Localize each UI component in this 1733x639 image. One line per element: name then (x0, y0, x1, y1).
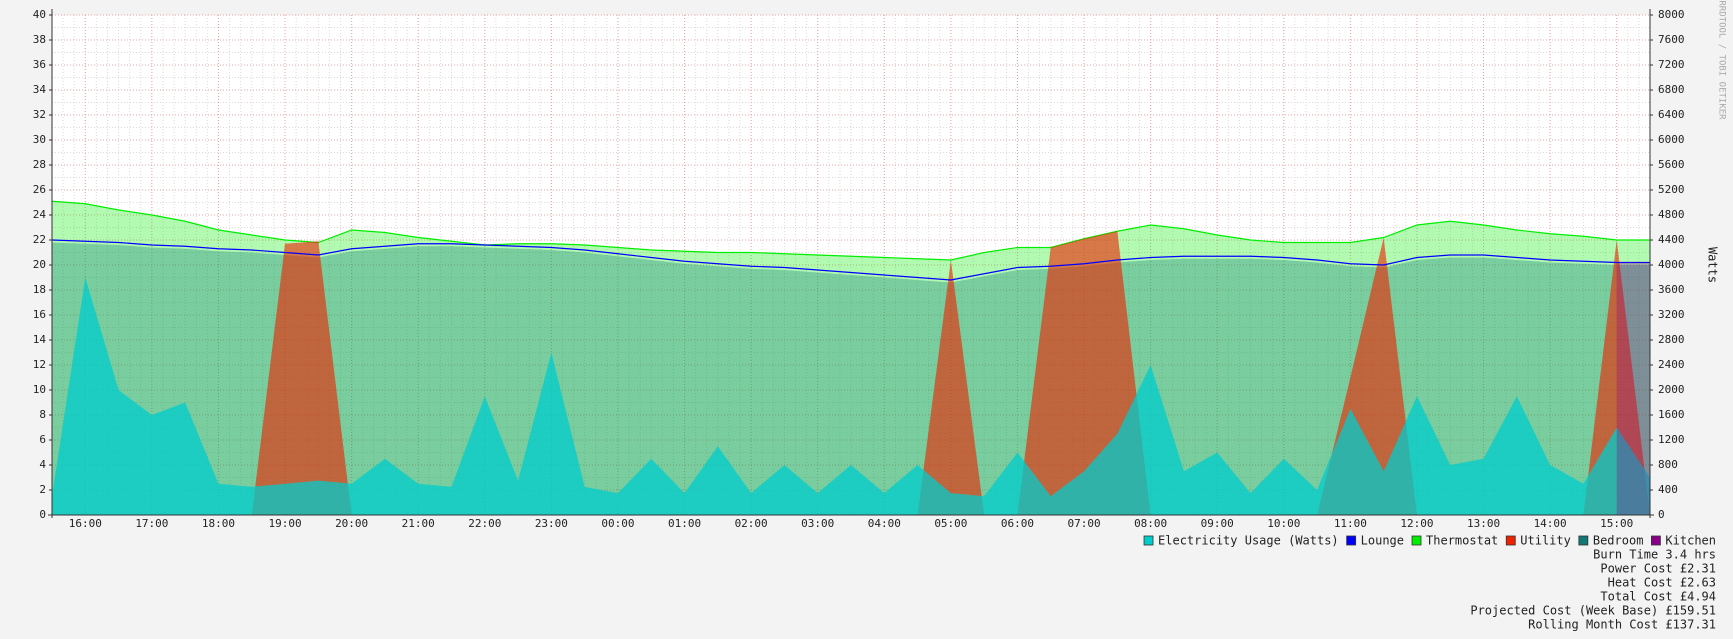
y2-tick-label: 3600 (1658, 283, 1685, 296)
y-tick-label: 16 (33, 308, 46, 321)
y-tick-label: 20 (33, 258, 46, 271)
y-tick-label: 22 (33, 233, 46, 246)
y2-tick-label: 1600 (1658, 408, 1685, 421)
x-tick-label: 11:00 (1334, 517, 1367, 530)
x-tick-label: 16:00 (69, 517, 102, 530)
y-tick-label: 0 (39, 508, 46, 521)
legend-label: Electricity Usage (Watts) (1158, 534, 1339, 548)
area (52, 201, 1650, 515)
y2-tick-label: 7200 (1658, 58, 1685, 71)
y2-tick-label: 4000 (1658, 258, 1685, 271)
x-tick-label: 19:00 (268, 517, 301, 530)
legend-swatch (1143, 535, 1154, 546)
y2-tick-label: 8000 (1658, 8, 1685, 21)
y-tick-label: 6 (39, 433, 46, 446)
x-tick-label: 18:00 (202, 517, 235, 530)
legend-label: Bedroom (1593, 534, 1644, 548)
y-tick-label: 12 (33, 358, 46, 371)
x-tick-label: 17:00 (135, 517, 168, 530)
legend-label: Lounge (1361, 534, 1404, 548)
y2-tick-label: 2400 (1658, 358, 1685, 371)
y-tick-label: 28 (33, 158, 46, 171)
y2-tick-label: 1200 (1658, 433, 1685, 446)
y2-tick-label: 3200 (1658, 308, 1685, 321)
x-tick-label: 08:00 (1134, 517, 1167, 530)
y2-tick-label: 4800 (1658, 208, 1685, 221)
axes: 0246810121416182022242628303234363840040… (33, 8, 1685, 530)
x-tick-label: 22:00 (468, 517, 501, 530)
x-tick-label: 06:00 (1001, 517, 1034, 530)
y-tick-label: 24 (33, 208, 47, 221)
y2-tick-label: 0 (1658, 508, 1665, 521)
y2-axis-label: Watts (1706, 247, 1720, 283)
x-tick-label: 02:00 (735, 517, 768, 530)
note: Rolling Month Cost £137.31 (1528, 618, 1716, 632)
y-tick-label: 36 (33, 58, 46, 71)
x-tick-label: 13:00 (1467, 517, 1500, 530)
legend-label: Kitchen (1665, 534, 1716, 548)
note: Total Cost £4.94 (1600, 590, 1716, 604)
y2-tick-label: 2800 (1658, 333, 1685, 346)
y2-tick-label: 800 (1658, 458, 1678, 471)
y-tick-label: 32 (33, 108, 46, 121)
legend-swatch (1578, 535, 1589, 546)
x-tick-label: 14:00 (1534, 517, 1567, 530)
y-tick-label: 26 (33, 183, 46, 196)
y-tick-label: 8 (39, 408, 46, 421)
areas (51, 200, 1650, 515)
legend-label: Thermostat (1426, 534, 1498, 548)
legend-swatch (1411, 535, 1422, 546)
y-tick-label: 40 (33, 8, 46, 21)
area (1616, 262, 1650, 515)
x-tick-label: 00:00 (601, 517, 634, 530)
x-tick-label: 07:00 (1067, 517, 1100, 530)
y-tick-label: 38 (33, 33, 46, 46)
y-tick-label: 30 (33, 133, 46, 146)
x-tick-label: 05:00 (934, 517, 967, 530)
x-tick-label: 09:00 (1201, 517, 1234, 530)
note: Projected Cost (Week Base) £159.51 (1470, 604, 1716, 618)
y2-tick-label: 6800 (1658, 83, 1685, 96)
y2-tick-label: 6000 (1658, 133, 1685, 146)
y-tick-label: 14 (33, 333, 47, 346)
y2-tick-label: 4400 (1658, 233, 1685, 246)
x-tick-label: 12:00 (1400, 517, 1433, 530)
legend-swatch (1346, 535, 1357, 546)
legend-swatch (1651, 535, 1661, 546)
y2-tick-label: 7600 (1658, 33, 1685, 46)
area (52, 277, 1650, 515)
y2-tick-label: 5600 (1658, 158, 1685, 171)
x-tick-label: 20:00 (335, 517, 368, 530)
x-tick-label: 01:00 (668, 517, 701, 530)
x-tick-label: 04:00 (868, 517, 901, 530)
x-tick-label: 21:00 (402, 517, 435, 530)
x-tick-label: 23:00 (535, 517, 568, 530)
y-tick-label: 2 (39, 483, 46, 496)
y2-tick-label: 400 (1658, 483, 1678, 496)
area (52, 242, 1650, 515)
y-tick-label: 18 (33, 283, 46, 296)
y2-tick-label: 5200 (1658, 183, 1685, 196)
note: Heat Cost £2.63 (1608, 576, 1716, 590)
note: Burn Time 3.4 hrs (1593, 548, 1716, 562)
y2-tick-label: 6400 (1658, 108, 1685, 121)
y-tick-label: 4 (39, 458, 46, 471)
y2-tick-label: 2000 (1658, 383, 1685, 396)
x-tick-label: 10:00 (1267, 517, 1300, 530)
y-tick-label: 34 (33, 83, 47, 96)
x-tick-label: 15:00 (1600, 517, 1633, 530)
line (51, 239, 1650, 281)
note: Power Cost £2.31 (1600, 562, 1716, 576)
x-tick-label: 03:00 (801, 517, 834, 530)
legend-swatch (1505, 535, 1516, 546)
watermark: RRDTOOL / TOBI OETIKER (1717, 0, 1727, 120)
y-tick-label: 10 (33, 383, 46, 396)
legend-label: Utility (1520, 534, 1571, 548)
